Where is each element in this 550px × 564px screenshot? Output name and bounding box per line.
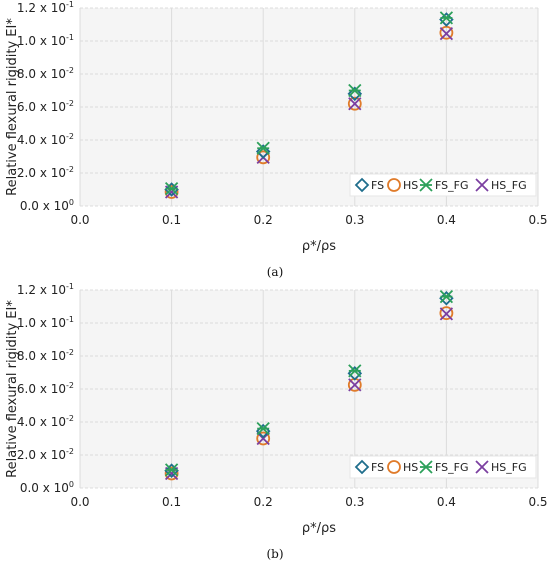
x-axis-label: ρ*/ρs xyxy=(302,239,336,254)
legend-label: HS_FG xyxy=(491,179,527,192)
legend: FS HS FS_FG HS_FG xyxy=(349,455,537,479)
y-tick-label: 6.0 x 10-2 xyxy=(17,99,74,114)
x-tick-label: 0.5 xyxy=(528,213,547,227)
marker-fs_fg-3 xyxy=(439,11,454,25)
marker-hs-1 xyxy=(256,431,271,446)
marker-hs_fg-2 xyxy=(348,97,362,111)
chart-a-svg: 0.0 0.1 0.2 0.3 0.4 0.5 0.0 x 100 2.0 x 10-2 4.0… xyxy=(5,0,548,254)
x-tick-label: 0.1 xyxy=(162,213,181,227)
x-tick-label: 0.4 xyxy=(437,213,456,227)
marker-hs-0 xyxy=(164,185,179,199)
marker-hs_fg-3 xyxy=(439,307,454,321)
marker-legend-fs_fg-0 xyxy=(419,178,433,192)
y-tick-label: 4.0 x 10-2 xyxy=(17,132,74,147)
y-tick-label: 1.0 x 10-1 xyxy=(17,33,74,48)
y-tick-label: 0.0 x 100 xyxy=(20,198,74,213)
marker-fs-0 xyxy=(164,463,179,478)
marker-hs-2 xyxy=(347,96,362,111)
marker-hs_fg-3 xyxy=(439,26,454,41)
chart-b-svg: 0.0 0.1 0.2 0.3 0.4 0.5 0.0 x 100 2.0 x 10-2 4.0… xyxy=(5,282,548,536)
legend-label: FS xyxy=(371,461,384,474)
y-tick-label: 4.0 x 10-2 xyxy=(17,414,74,429)
marker-fs_fg-0 xyxy=(164,182,179,196)
marker-hs_fg-1 xyxy=(256,431,270,446)
y-tick-label: 1.2 x 10-1 xyxy=(17,282,74,297)
marker-fs-2 xyxy=(347,86,363,102)
x-tick-label: 0.2 xyxy=(254,213,273,227)
y-tick-label: 2.0 x 10-2 xyxy=(17,165,74,180)
chart-b: 0.0 0.1 0.2 0.3 0.4 0.5 0.0 x 100 2.0 x 10-2 4.0… xyxy=(0,282,550,544)
legend-label: HS xyxy=(403,461,418,474)
data-markers xyxy=(164,289,454,481)
marker-legend-hs_fg-0 xyxy=(475,460,489,474)
legend-label: FS_FG xyxy=(435,461,468,474)
marker-hs-0 xyxy=(164,466,179,481)
marker-hs_fg-2 xyxy=(348,378,362,392)
legend-label: HS_FG xyxy=(491,461,527,474)
data-markers xyxy=(164,11,454,199)
gridlines xyxy=(79,7,539,207)
y-tick-label: 8.0 x 10-2 xyxy=(17,348,74,363)
marker-fs_fg-2 xyxy=(348,83,362,98)
y-axis-label: Relative flexural rigidity EI* xyxy=(5,18,20,196)
y-axis-label: Relative flexural rigidity EI* xyxy=(5,300,20,478)
legend-label: FS xyxy=(371,179,384,192)
legend-label: FS_FG xyxy=(435,179,468,192)
legend-item-fs: FS xyxy=(354,459,384,475)
y-tick-label: 0.0 x 100 xyxy=(20,480,74,495)
marker-legend-hs_fg-0 xyxy=(475,178,489,192)
gridlines xyxy=(79,289,539,489)
legend-item-fs_fg: FS_FG xyxy=(419,460,468,474)
chart-a-caption: (a) xyxy=(266,265,284,279)
marker-fs_fg-0 xyxy=(164,463,179,477)
x-tick-label: 0.5 xyxy=(528,495,547,509)
legend-item-hs_fg: HS_FG xyxy=(475,178,527,192)
legend-item-fs: FS xyxy=(354,177,384,193)
x-tick-label: 0.0 xyxy=(70,495,89,509)
y-tick-label: 8.0 x 10-2 xyxy=(17,66,74,81)
y-tick-label: 6.0 x 10-2 xyxy=(17,381,74,396)
marker-hs-3 xyxy=(439,306,454,321)
legend-item-hs_fg: HS_FG xyxy=(475,460,527,474)
legend-label: HS xyxy=(403,179,418,192)
marker-hs-1 xyxy=(256,150,271,165)
x-axis-label: ρ*/ρs xyxy=(302,521,336,536)
x-tick-label: 0.4 xyxy=(437,495,456,509)
marker-legend-fs_fg-0 xyxy=(419,460,433,474)
marker-fs_fg-1 xyxy=(256,421,270,436)
y-tick-label: 1.0 x 10-1 xyxy=(17,315,74,330)
y-tick-label: 1.2 x 10-1 xyxy=(17,0,74,15)
chart-a: 0.0 0.1 0.2 0.3 0.4 0.5 0.0 x 100 2.0 x 10-2 4.0… xyxy=(0,0,550,262)
marker-fs-0 xyxy=(164,182,179,197)
x-tick-label: 0.1 xyxy=(162,495,181,509)
legend-item-hs: HS xyxy=(387,178,418,192)
marker-legend-fs-0 xyxy=(354,459,370,475)
marker-fs_fg-3 xyxy=(439,289,454,304)
marker-legend-fs-0 xyxy=(354,177,370,193)
marker-fs_fg-1 xyxy=(256,141,270,155)
legend-item-hs: HS xyxy=(387,460,418,474)
x-tick-label: 0.3 xyxy=(345,495,364,509)
x-tick-label: 0.2 xyxy=(254,495,273,509)
chart-b-caption: (b) xyxy=(266,547,284,561)
legend-item-fs_fg: FS_FG xyxy=(419,178,468,192)
x-tick-label: 0.3 xyxy=(345,213,364,227)
marker-legend-hs-0 xyxy=(387,178,401,192)
x-tick-label: 0.0 xyxy=(70,213,89,227)
marker-fs_fg-2 xyxy=(348,364,362,378)
legend: FS HS FS_FG HS_FG xyxy=(349,173,537,197)
marker-fs-1 xyxy=(255,144,271,159)
y-tick-label: 2.0 x 10-2 xyxy=(17,447,74,462)
marker-legend-hs-0 xyxy=(387,460,401,474)
